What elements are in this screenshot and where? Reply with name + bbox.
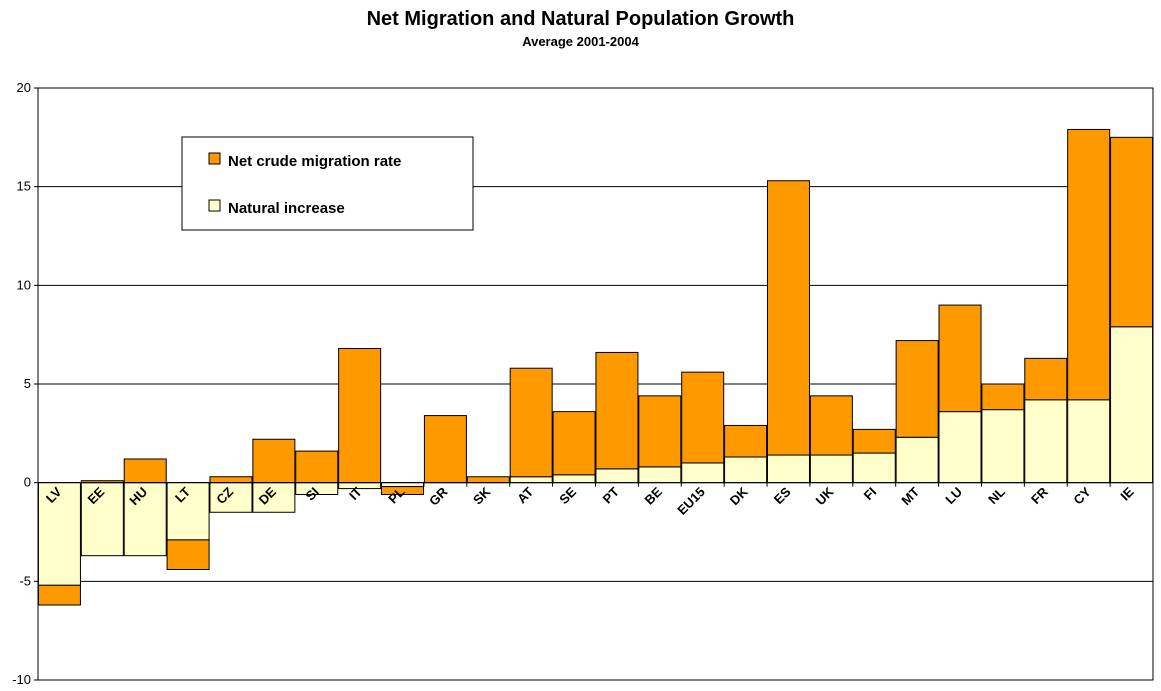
bar-net-migration: [1067, 128, 1111, 401]
bar-net-migration: [1110, 136, 1154, 328]
x-tick-label: ES: [771, 484, 794, 507]
bar-net-migration: [37, 584, 81, 606]
bar-natural-increase: [595, 468, 639, 484]
chart-subtitle: Average 2001-2004: [522, 34, 639, 49]
legend-swatch-migration: [208, 152, 221, 165]
bar-natural-increase: [981, 409, 1025, 484]
bar-natural-increase: [1067, 399, 1111, 484]
bar-net-migration: [423, 415, 467, 484]
bar-natural-increase: [895, 436, 939, 484]
legend-swatch-natural: [208, 199, 221, 212]
x-tick-label: AT: [514, 484, 536, 506]
x-tick-label: EU15: [674, 484, 708, 518]
bar-net-migration: [123, 458, 167, 484]
x-tick-label: SE: [556, 484, 579, 507]
bar-net-migration: [724, 424, 768, 458]
x-tick-label: IE: [1117, 484, 1137, 504]
bar-natural-increase: [809, 454, 853, 484]
bar-net-migration: [938, 304, 982, 413]
y-tick-label: -5: [19, 573, 31, 588]
bar-net-migration: [595, 351, 639, 470]
x-tick-label: FR: [1028, 484, 1051, 507]
x-tick-label: CY: [1070, 484, 1094, 508]
bar-net-migration: [681, 371, 725, 464]
bar-net-migration: [1024, 357, 1068, 401]
y-axis-ticks: -10 -5 0 5 10 15 20: [12, 80, 38, 687]
bars: [37, 128, 1154, 606]
bar-natural-increase: [852, 452, 896, 484]
bar-natural-increase: [724, 456, 768, 484]
bar-net-migration: [338, 347, 382, 484]
legend-box: [181, 136, 474, 231]
x-tick-label: NL: [985, 484, 1008, 507]
y-tick-label: 5: [24, 376, 31, 391]
bar-natural-increase: [766, 454, 810, 484]
y-tick-label: -10: [12, 672, 31, 687]
x-tick-label: DK: [727, 484, 751, 508]
bar-net-migration: [252, 438, 296, 484]
x-tick-label: LU: [942, 484, 965, 507]
bar-net-migration: [638, 395, 682, 468]
bar-natural-increase: [166, 482, 210, 541]
x-tick-label: FI: [861, 484, 880, 503]
bar-net-migration: [509, 367, 553, 478]
bar-natural-increase: [938, 411, 982, 484]
x-tick-label: GR: [426, 484, 451, 509]
legend-label-natural: Natural increase: [228, 200, 345, 217]
bar-net-migration: [852, 428, 896, 454]
x-tick-label: BE: [642, 484, 666, 508]
legend-label-migration: Net crude migration rate: [228, 153, 401, 170]
y-tick-label: 0: [24, 475, 31, 490]
bar-net-migration: [295, 450, 339, 484]
bar-net-migration: [809, 395, 853, 456]
bar-net-migration: [766, 180, 810, 456]
bar-natural-increase: [381, 482, 425, 488]
bar-natural-increase: [552, 474, 596, 484]
bar-natural-increase: [123, 482, 167, 557]
bar-natural-increase: [1110, 326, 1154, 484]
bar-net-migration: [895, 340, 939, 438]
x-tick-label: UK: [813, 484, 837, 508]
legend: Net crude migration rate Natural increas…: [181, 136, 474, 231]
x-tick-label: SK: [470, 484, 494, 508]
x-tick-label: MT: [898, 484, 922, 508]
bar-net-migration: [209, 476, 253, 484]
y-tick-label: 10: [17, 277, 31, 292]
bar-natural-increase: [338, 482, 382, 490]
bar-natural-increase: [681, 462, 725, 484]
bar-net-migration: [381, 486, 425, 496]
bar-net-migration: [981, 383, 1025, 411]
bar-natural-increase: [509, 476, 553, 484]
x-axis-labels: LV EE HU LT CZ DE SI IT PL GR SK AT SE PT BE EU15 DK ES UK…: [37, 482, 1137, 518]
bar-net-migration: [552, 411, 596, 476]
bar-natural-increase: [638, 466, 682, 484]
bar-net-migration: [166, 539, 210, 570]
bar-natural-increase: [209, 482, 253, 513]
bar-net-migration: [466, 476, 510, 484]
x-tick-label: PT: [600, 484, 622, 506]
chart-title: Net Migration and Natural Population Gro…: [366, 8, 795, 30]
y-tick-label: 15: [17, 179, 31, 194]
y-tick-label: 20: [17, 80, 31, 95]
bar-natural-increase: [1024, 399, 1068, 484]
